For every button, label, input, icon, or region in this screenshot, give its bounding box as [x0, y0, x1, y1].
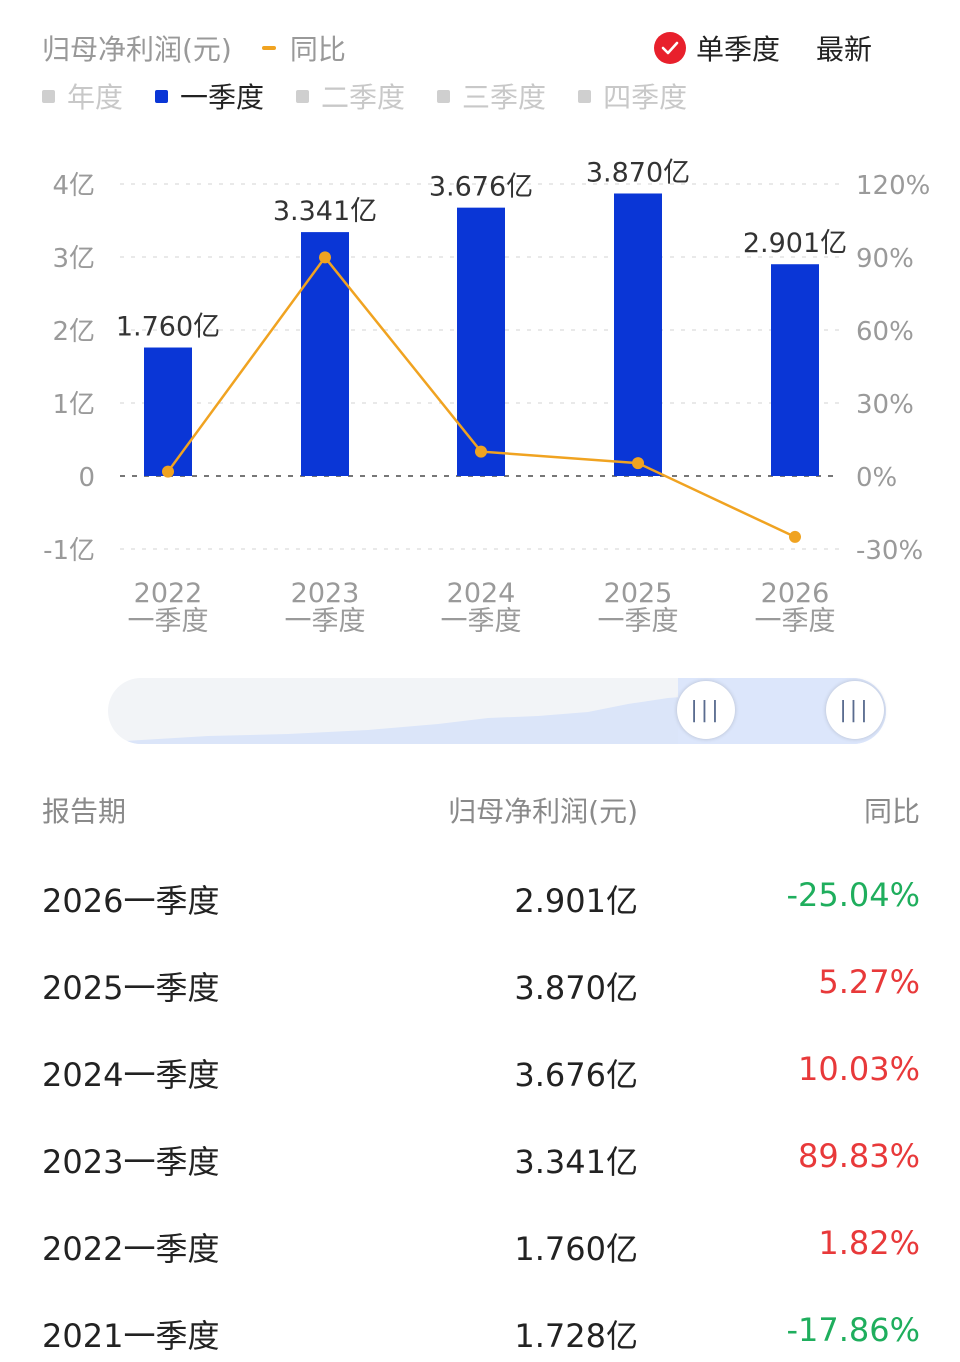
period-cell: 2024一季度 — [42, 1056, 220, 1094]
period-cell: 2023一季度 — [42, 1143, 220, 1181]
x-tick-quarter: 一季度 — [755, 606, 836, 637]
chart-legend: 归母净利润(元) 同比 — [42, 26, 346, 70]
yoy-point[interactable] — [162, 465, 174, 478]
yoy-cell: 89.83% — [797, 1137, 920, 1175]
profit-cell: 2.901亿 — [514, 882, 638, 920]
square-icon — [296, 89, 310, 103]
x-tick-quarter: 一季度 — [285, 606, 366, 637]
x-tick-quarter: 一季度 — [441, 606, 522, 637]
legend-yoy[interactable]: 同比 — [261, 28, 346, 68]
display-options: 单季度 最新 — [653, 26, 872, 70]
table-row[interactable]: 2023一季度 3.341亿 89.83% — [42, 1137, 920, 1187]
period-cell: 2026一季度 — [42, 882, 220, 920]
tab-4[interactable]: 四季度 — [578, 76, 687, 116]
bar[interactable] — [301, 232, 349, 476]
yoy-cell: -25.04% — [786, 876, 920, 914]
y-right-tick-label: 30% — [856, 390, 914, 420]
header-profit: 归母净利润(元) — [448, 795, 638, 828]
line-swatch-icon — [261, 46, 276, 50]
slider-right-handle-icon[interactable]: ||| — [826, 681, 884, 739]
profit-cell: 1.760亿 — [514, 1230, 638, 1268]
y-left-tick-label: 3亿 — [52, 244, 95, 274]
tab-label: 二季度 — [321, 81, 406, 114]
bar-data-label: 3.341亿 — [273, 196, 377, 227]
yoy-cell: 1.82% — [818, 1224, 920, 1262]
tab-label: 年度 — [67, 81, 124, 114]
tab-0[interactable]: 年度 — [42, 76, 123, 116]
range-slider[interactable] — [108, 678, 886, 744]
yoy-point[interactable] — [632, 457, 644, 470]
square-icon — [437, 89, 451, 103]
x-tick-year: 2026 — [761, 578, 830, 609]
period-tabs: 年度 一季度 二季度 三季度 四季度 — [42, 76, 719, 116]
yoy-point[interactable] — [789, 530, 801, 543]
profit-cell: 3.341亿 — [514, 1143, 638, 1181]
y-left-tick-label: 0 — [78, 463, 95, 493]
bar[interactable] — [614, 193, 662, 477]
legend-yoy-label: 同比 — [289, 33, 346, 66]
y-right-tick-label: 90% — [856, 244, 914, 274]
yoy-cell: -17.86% — [786, 1311, 920, 1349]
x-tick-quarter: 一季度 — [128, 606, 209, 637]
bar[interactable] — [771, 264, 819, 476]
yoy-cell: 5.27% — [818, 963, 920, 1001]
table-row[interactable]: 2024一季度 3.676亿 10.03% — [42, 1050, 920, 1100]
tab-2[interactable]: 二季度 — [296, 76, 405, 116]
y-left-tick-label: 4亿 — [52, 171, 95, 201]
profit-cell: 3.870亿 — [514, 969, 638, 1007]
y-right-tick-label: 60% — [856, 317, 914, 347]
latest-button[interactable]: 最新 — [815, 33, 872, 66]
table-row[interactable]: 2025一季度 3.870亿 5.27% — [42, 963, 920, 1013]
square-icon — [155, 89, 169, 103]
tab-label: 三季度 — [462, 81, 547, 114]
tab-label: 四季度 — [603, 81, 688, 114]
header-yoy: 同比 — [863, 795, 920, 828]
x-tick-year: 2025 — [604, 578, 673, 609]
header-period: 报告期 — [42, 795, 127, 828]
slider-left-handle-icon[interactable]: ||| — [677, 681, 735, 739]
square-icon — [578, 89, 592, 103]
y-left-tick-label: 1亿 — [52, 390, 95, 420]
bar-data-label: 3.870亿 — [586, 157, 690, 188]
table-row[interactable]: 2022一季度 1.760亿 1.82% — [42, 1224, 920, 1274]
y-left-tick-label: 2亿 — [52, 317, 95, 347]
x-tick-quarter: 一季度 — [598, 606, 679, 637]
bar[interactable] — [144, 347, 192, 476]
bar-data-label: 1.760亿 — [116, 312, 220, 343]
x-tick-year: 2024 — [447, 578, 516, 609]
yoy-cell: 10.03% — [797, 1050, 920, 1088]
table-header: 报告期 归母净利润(元) 同比 — [42, 790, 920, 840]
profit-cell: 3.676亿 — [514, 1056, 638, 1094]
legend-profit-label[interactable]: 归母净利润(元) — [42, 33, 232, 66]
period-cell: 2021一季度 — [42, 1317, 220, 1355]
y-right-tick-label: 0% — [856, 463, 897, 493]
x-tick-year: 2022 — [134, 578, 203, 609]
tab-label: 一季度 — [180, 81, 265, 114]
profit-cell: 1.728亿 — [514, 1317, 638, 1355]
tab-3[interactable]: 三季度 — [437, 76, 546, 116]
x-tick-year: 2023 — [291, 578, 360, 609]
table-row[interactable]: 2021一季度 1.728亿 -17.86% — [42, 1311, 920, 1361]
square-icon — [42, 89, 55, 103]
checkmark-icon[interactable] — [653, 32, 686, 64]
y-right-tick-label: -30% — [856, 536, 923, 566]
table-row[interactable]: 2026一季度 2.901亿 -25.04% — [42, 876, 920, 926]
period-cell: 2025一季度 — [42, 969, 220, 1007]
period-cell: 2022一季度 — [42, 1230, 220, 1268]
yoy-point[interactable] — [319, 251, 331, 264]
yoy-point[interactable] — [475, 445, 487, 458]
y-left-tick-label: -1亿 — [43, 536, 95, 566]
y-right-tick-label: 120% — [856, 171, 930, 201]
single-quarter-toggle[interactable]: 单季度 — [695, 33, 780, 66]
tab-1[interactable]: 一季度 — [155, 76, 264, 116]
profit-chart: -1亿 0 1亿 2亿 3亿 4亿 -30% 0% 30% 60% 90% 120% 1.760亿 3.3… — [43, 157, 930, 637]
bar[interactable] — [457, 207, 505, 476]
bar-data-label: 2.901亿 — [743, 228, 847, 259]
bar-data-label: 3.676亿 — [429, 172, 533, 203]
